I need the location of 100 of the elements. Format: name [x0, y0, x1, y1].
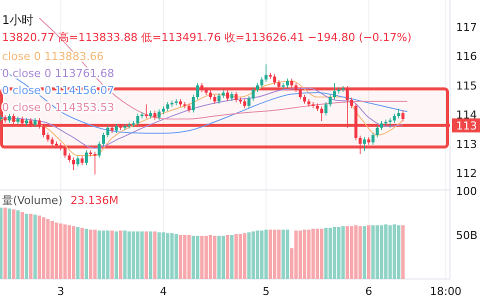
bar: [50, 220, 54, 279]
candlestick: [298, 87, 302, 100]
candlestick: [243, 98, 246, 109]
bar: [80, 228, 84, 279]
bar: [98, 230, 101, 279]
bar: [114, 231, 118, 279]
x-tick-label: 3: [57, 285, 64, 298]
bar: [46, 219, 50, 279]
candlestick: [144, 104, 148, 119]
candlestick: [166, 102, 170, 112]
candlestick: [213, 94, 216, 104]
candlestick: [196, 82, 200, 100]
bar: [226, 234, 230, 279]
y-tick-label: 100: [456, 184, 477, 198]
candlestick: [140, 112, 144, 119]
y-tick-label: 117: [456, 20, 477, 34]
candlestick: [294, 82, 298, 92]
bar: [204, 236, 208, 279]
bar: [20, 212, 24, 279]
candlestick: [256, 82, 260, 92]
x-tick-label: 6: [365, 285, 372, 298]
bar: [127, 231, 131, 279]
bar: [42, 217, 46, 279]
candlestick: [46, 132, 50, 142]
bar: [346, 226, 350, 279]
y-tick-label: 114: [456, 108, 477, 122]
bar: [380, 225, 384, 279]
bar: [238, 234, 242, 279]
candlestick: [401, 110, 404, 122]
bar: [307, 230, 311, 279]
candlestick: [84, 150, 88, 166]
bar: [208, 234, 212, 279]
candlestick: [234, 91, 238, 103]
bar: [192, 236, 196, 279]
bar: [272, 230, 276, 279]
bar: [247, 232, 251, 279]
candlestick: [230, 91, 234, 102]
bar: [162, 232, 166, 279]
candlestick: [34, 118, 37, 128]
bar: [110, 230, 114, 279]
bar: [166, 233, 170, 279]
candlestick: [64, 145, 67, 158]
bar: [316, 228, 320, 279]
candlestick: [388, 118, 392, 128]
candlestick: [247, 96, 250, 109]
text: 13820.77 高=113833.88 低=113491.76 收=113626.41 −194.80 (−0.17%): [2, 31, 412, 44]
candlestick: [93, 151, 96, 175]
y-tick-label: 116: [456, 50, 477, 64]
bar: [230, 234, 234, 279]
candlestick: [114, 124, 118, 134]
bar: [59, 223, 62, 279]
candlestick: [350, 97, 354, 109]
candlestick: [376, 125, 379, 138]
bar: [200, 236, 204, 279]
candlestick: [397, 108, 400, 119]
bar: [286, 230, 290, 279]
candlestick: [106, 125, 110, 138]
bar: [362, 226, 366, 279]
candlestick: [54, 141, 58, 148]
candlestick: [29, 118, 32, 128]
candlestick: [260, 76, 264, 88]
candlestick: [303, 94, 306, 104]
candlestick: [50, 136, 54, 147]
candlestick: [8, 113, 11, 124]
candlestick: [264, 64, 268, 82]
candlestick: [218, 92, 221, 104]
candlestick: [290, 78, 294, 88]
bar: [144, 231, 148, 279]
candlestick: [372, 132, 374, 146]
candlestick: [12, 113, 16, 125]
bar: [170, 233, 174, 279]
candlestick: [68, 152, 71, 163]
y-tick-label: 115: [456, 79, 477, 92]
bar: [29, 214, 33, 279]
chart-title: 量(Volume): [2, 194, 62, 207]
bar: [320, 228, 324, 279]
candlestick: [132, 120, 135, 128]
candlestick: [42, 124, 46, 138]
candlestick: [0, 114, 2, 122]
candlestick: [80, 156, 84, 166]
bar: [148, 231, 152, 279]
candlestick: [102, 132, 106, 147]
candlestick: [38, 118, 41, 130]
bar: [281, 230, 285, 279]
candlestick: [238, 97, 242, 104]
bar: [72, 226, 76, 279]
candlestick: [158, 108, 161, 120]
bar: [401, 225, 405, 279]
bar: [132, 231, 136, 279]
candlestick: [392, 113, 396, 124]
bar: [196, 236, 200, 279]
candlestick: [188, 103, 191, 113]
bar: [3, 208, 7, 279]
candlestick: [328, 94, 332, 108]
bar: [234, 234, 238, 279]
bar: [350, 226, 354, 279]
bar: [311, 228, 315, 279]
bar: [264, 230, 268, 279]
bar: [242, 233, 246, 279]
bar: [153, 231, 157, 279]
